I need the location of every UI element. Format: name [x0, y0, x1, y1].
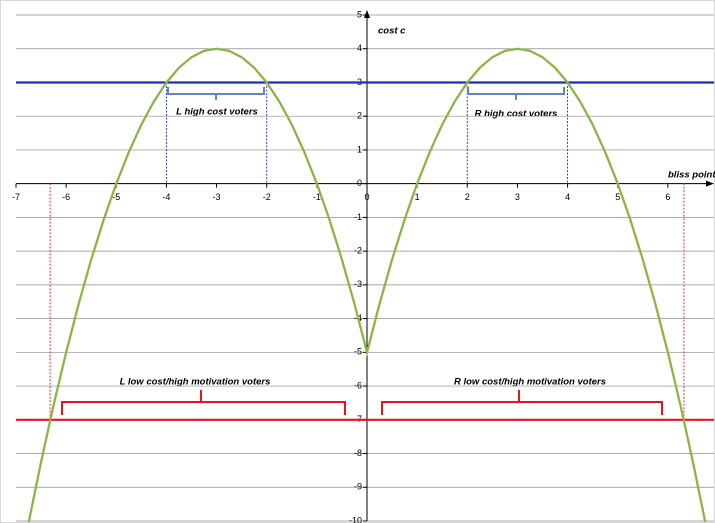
y-tick-label: -3	[354, 279, 362, 289]
x-tick-label: 4	[565, 192, 570, 202]
x-tick-label: -7	[12, 192, 20, 202]
plot	[16, 47, 714, 522]
x-tick-label: -2	[263, 192, 271, 202]
x-tick-label: 2	[465, 192, 470, 202]
x-tick-label: -4	[162, 192, 170, 202]
y-tick-label: 4	[357, 43, 362, 53]
y-tick-label: 2	[357, 111, 362, 121]
braces	[61, 87, 663, 415]
x-axis-label: bliss point x	[668, 170, 715, 181]
x-tick-label: -1	[313, 192, 321, 202]
annotation: L high cost voters	[176, 107, 258, 118]
y-tick-label: -10	[349, 515, 362, 523]
x-tick-label: 6	[665, 192, 670, 202]
x-tick-label: -5	[112, 192, 120, 202]
y-tick-label: -6	[354, 380, 362, 390]
y-tick-label: -8	[354, 448, 362, 458]
annotation: L low cost/high motivation voters	[120, 377, 271, 388]
x-axis-arrow	[706, 180, 714, 187]
y-tick-label: -9	[354, 482, 362, 492]
y-tick-label: -1	[354, 212, 362, 222]
x-tick-label: -3	[213, 192, 221, 202]
brace	[167, 87, 265, 100]
y-tick-label: 1	[357, 144, 362, 154]
x-tick-label: 1	[415, 192, 420, 202]
x-tick-label: 3	[515, 192, 520, 202]
annotation: R high cost voters	[475, 109, 558, 120]
y-tick-label: 5	[357, 9, 362, 19]
y-axis-arrow	[364, 10, 370, 18]
y-axis-label: cost c	[378, 26, 406, 37]
x-tick-label: -6	[62, 192, 70, 202]
y-tick-label: -5	[354, 347, 362, 357]
brace	[467, 87, 565, 100]
series-line	[27, 47, 707, 522]
brace	[381, 390, 663, 415]
y-tick-label: -2	[354, 246, 362, 256]
y-tick-label: 0	[357, 178, 362, 188]
brace	[61, 390, 346, 415]
annotation: R low cost/high motivation voters	[454, 377, 606, 388]
x-tick-label: 5	[615, 192, 620, 202]
